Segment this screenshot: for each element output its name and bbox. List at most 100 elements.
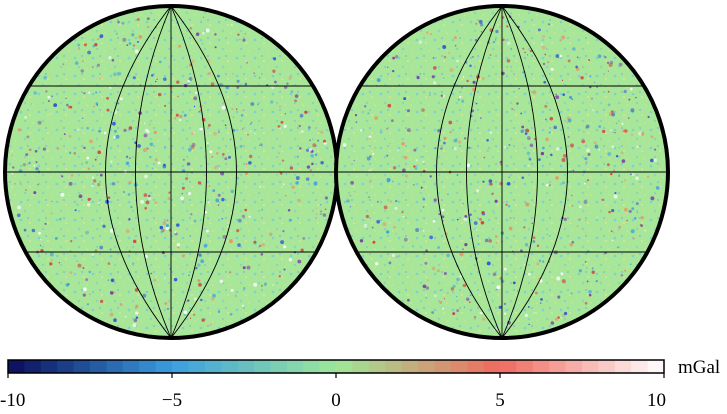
right-anomaly-speckle [532,236,536,240]
right-anomaly-speckle [570,170,572,172]
left-anomaly-speckle [246,133,250,136]
left-anomaly-speckle [159,225,164,230]
right-anomaly-speckle [506,66,508,68]
right-anomaly-speckle [380,131,383,134]
right-anomaly-speckle [431,266,436,271]
right-anomaly-speckle [607,90,610,93]
right-anomaly-speckle [415,228,420,232]
right-anomaly-speckle [468,146,470,149]
right-anomaly-speckle [486,261,491,266]
right-anomaly-speckle [453,147,457,151]
right-anomaly-speckle [611,112,616,117]
right-anomaly-speckle [422,156,424,158]
left-anomaly-speckle [214,46,217,49]
left-anomaly-speckle [269,232,273,237]
colorbar-tick-label: −5 [162,390,182,411]
right-anomaly-speckle [586,250,590,253]
left-anomaly-speckle [193,219,197,223]
left-anomaly-speckle [58,217,62,221]
left-anomaly-speckle [128,218,131,221]
left-anomaly-speckle [218,168,221,170]
left-anomaly-speckle [270,100,274,104]
right-anomaly-speckle [522,47,525,50]
right-anomaly-speckle [598,125,602,129]
left-anomaly-speckle [128,180,132,185]
right-anomaly-speckle [620,274,624,277]
left-anomaly-speckle [87,50,92,55]
colorbar-segment [385,360,402,373]
left-anomaly-speckle [254,132,256,135]
left-anomaly-speckle [186,162,191,166]
left-anomaly-speckle [126,247,128,249]
left-anomaly-speckle [274,80,277,84]
right-anomaly-speckle [478,19,483,24]
right-anomaly-speckle [456,277,460,282]
right-anomaly-speckle [491,192,494,196]
left-anomaly-speckle [156,78,158,81]
right-anomaly-speckle [407,109,410,113]
right-anomaly-speckle [529,49,533,53]
left-anomaly-speckle [82,117,84,119]
left-anomaly-speckle [128,126,133,130]
right-anomaly-speckle [462,248,464,251]
left-anomaly-speckle [316,213,318,215]
right-anomaly-speckle [395,199,398,203]
left-anomaly-speckle [50,212,53,215]
left-anomaly-speckle [43,75,48,80]
right-anomaly-speckle [388,261,392,265]
right-anomaly-speckle [441,307,445,310]
right-anomaly-speckle [647,115,650,119]
right-anomaly-speckle [545,137,550,142]
left-anomaly-speckle [224,124,227,126]
colorbar-tick-label: -10 [0,390,25,411]
left-anomaly-speckle [123,128,127,133]
left-anomaly-speckle [17,128,21,132]
left-anomaly-speckle [217,204,220,206]
right-anomaly-speckle [443,298,446,300]
left-anomaly-speckle [215,198,220,203]
right-anomaly-speckle [466,297,470,301]
left-anomaly-speckle [49,262,53,266]
left-anomaly-speckle [235,108,238,110]
left-anomaly-speckle [301,130,304,133]
right-anomaly-speckle [524,243,529,247]
right-anomaly-speckle [572,169,575,172]
right-anomaly-speckle [394,55,399,59]
right-anomaly-speckle [432,219,436,223]
right-anomaly-speckle [528,157,532,161]
left-anomaly-speckle [50,259,53,262]
left-anomaly-speckle [224,157,228,161]
colorbar-segment [139,360,156,373]
left-anomaly-speckle [193,96,198,101]
right-anomaly-speckle [461,87,463,89]
left-anomaly-speckle [145,128,149,133]
right-anomaly-speckle [646,175,650,179]
left-anomaly-speckle [39,244,42,247]
right-anomaly-speckle [375,262,379,266]
right-anomaly-speckle [459,252,464,257]
right-anomaly-speckle [403,237,408,242]
right-anomaly-speckle [442,45,447,49]
left-anomaly-speckle [83,146,86,150]
left-anomaly-speckle [193,105,196,108]
left-anomaly-speckle [189,26,193,30]
right-anomaly-speckle [624,207,628,212]
colorbar-segment [483,360,501,373]
left-anomaly-speckle [185,177,189,181]
left-anomaly-speckle [88,270,91,274]
left-anomaly-speckle [183,114,187,117]
left-anomaly-speckle [151,167,154,170]
right-anomaly-speckle [508,226,513,231]
left-anomaly-speckle [78,194,83,199]
right-anomaly-speckle [455,295,458,298]
right-anomaly-speckle [595,279,598,283]
right-anomaly-speckle [610,172,613,176]
left-anomaly-speckle [320,130,324,134]
right-anomaly-speckle [614,132,616,134]
left-anomaly-speckle [25,153,29,157]
right-anomaly-speckle [456,218,459,221]
left-anomaly-speckle [65,97,67,99]
left-anomaly-speckle [250,130,252,133]
left-anomaly-speckle [281,159,285,162]
left-anomaly-speckle [103,131,107,135]
